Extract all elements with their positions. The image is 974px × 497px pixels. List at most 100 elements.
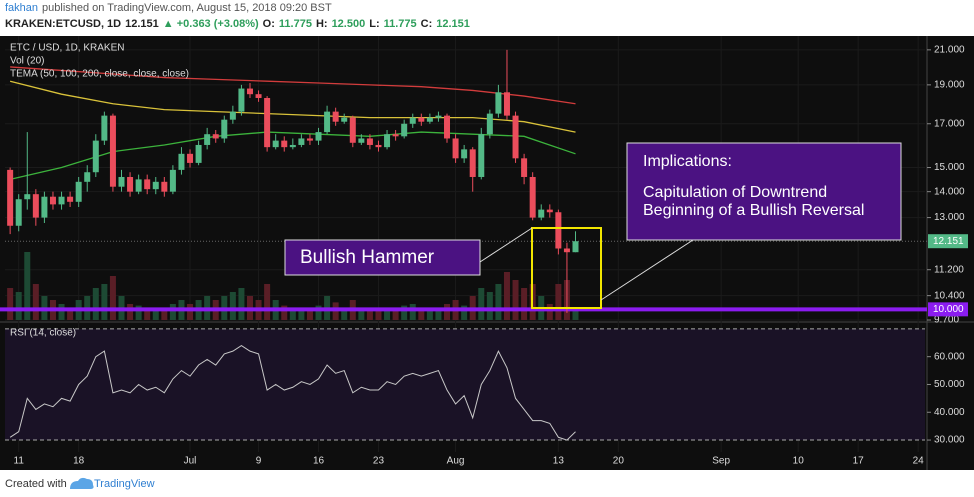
volume-bar xyxy=(486,292,493,320)
y-tick-label: 50.000 xyxy=(934,379,965,390)
header-segment: published on TradingView.com, August 15,… xyxy=(42,2,332,14)
volume-bar xyxy=(384,308,391,320)
header-segment: H: xyxy=(316,18,328,30)
header-segment: 12.500 xyxy=(332,18,366,30)
volume-bar xyxy=(7,288,14,320)
tema-line xyxy=(10,66,576,105)
volume-bar xyxy=(512,280,519,320)
volume-bar xyxy=(461,305,468,320)
candle-body xyxy=(41,196,48,218)
candle-body xyxy=(212,134,219,139)
volume-bar xyxy=(409,304,416,320)
header-segment: fakhan xyxy=(5,2,38,14)
candle-body xyxy=(24,194,31,200)
header-line-1: fakhan published on TradingView.com, Augu… xyxy=(5,2,332,14)
y-tick-label: 30.000 xyxy=(934,435,965,446)
y-tick-label: 21.000 xyxy=(934,44,965,55)
candle-body xyxy=(144,179,151,190)
footer-text: Created with xyxy=(5,478,67,490)
candle-body xyxy=(298,138,305,145)
candle-body xyxy=(572,241,579,253)
tema-legend: TEMA (50, 100, 200, close, close, close) xyxy=(10,69,189,80)
candle-body xyxy=(375,144,382,148)
rsi-line xyxy=(9,344,576,441)
volume-bar xyxy=(315,305,322,320)
y-tick-label: 10.400 xyxy=(934,290,965,301)
header-segment: 12.151 xyxy=(125,18,159,30)
candle-body xyxy=(289,144,296,148)
y-tick-label: 60.000 xyxy=(934,351,965,362)
x-tick-label: 11 xyxy=(14,456,25,467)
volume-bar xyxy=(152,308,159,320)
x-tick-label: 24 xyxy=(913,456,925,467)
candle-body xyxy=(358,138,365,143)
candle-body xyxy=(469,149,476,177)
candle-body xyxy=(204,134,211,145)
volume-bar xyxy=(289,308,296,320)
candle-body xyxy=(238,88,245,112)
volume-bar xyxy=(127,304,134,320)
candle-body xyxy=(349,117,356,143)
volume-bar xyxy=(67,308,74,320)
candle-body xyxy=(418,117,425,122)
candle-body xyxy=(444,115,451,139)
candle-body xyxy=(409,117,416,124)
volume-bar xyxy=(161,310,168,320)
candle-body xyxy=(512,115,519,159)
x-tick-label: 10 xyxy=(793,456,805,467)
candle-body xyxy=(306,138,313,141)
volume-bar xyxy=(238,288,245,320)
rsi-band xyxy=(5,328,925,441)
candle-body xyxy=(264,97,271,148)
candle-body xyxy=(255,94,262,98)
candle-body xyxy=(84,172,91,182)
brand-logo xyxy=(70,477,94,489)
candle-body xyxy=(563,248,570,253)
implications-line: Beginning of a Bullish Reversal xyxy=(643,202,864,219)
candle-body xyxy=(341,117,348,122)
brand-link[interactable]: TradingView xyxy=(94,478,155,490)
candle-body xyxy=(272,140,279,148)
candle-body xyxy=(32,194,39,218)
candle-body xyxy=(384,134,391,148)
volume-bar xyxy=(187,304,194,320)
candle-body xyxy=(426,117,433,122)
x-tick-label: 16 xyxy=(313,456,325,467)
y-tick-label: 40.000 xyxy=(934,407,965,418)
volume-bar xyxy=(478,288,485,320)
rsi-legend: RSI (14, close) xyxy=(10,328,76,339)
hammer-highlight xyxy=(531,227,602,309)
candle-body xyxy=(461,149,468,159)
candle-body xyxy=(538,209,545,218)
volume-bar xyxy=(24,252,31,320)
volume-bar xyxy=(366,310,373,320)
implications-line: Capitulation of Downtrend xyxy=(643,184,827,201)
x-tick-label: Sep xyxy=(712,456,730,467)
candle-body xyxy=(49,196,56,205)
x-tick-label: 18 xyxy=(73,456,85,467)
volume-bar xyxy=(92,288,99,320)
header-segment: C: xyxy=(421,18,433,30)
volume-bar xyxy=(375,310,382,320)
header-segment: 11.775 xyxy=(279,18,312,30)
candle-body xyxy=(152,181,159,190)
y-tick-label: 15.000 xyxy=(934,162,965,173)
candle-body xyxy=(7,169,14,226)
volume-bar xyxy=(169,304,176,320)
volume-bar xyxy=(229,292,236,320)
candle-body xyxy=(221,119,228,139)
y-tick-label: 9.700 xyxy=(934,315,959,326)
callout-line xyxy=(479,227,533,263)
volume-bar xyxy=(555,284,562,320)
callout-line xyxy=(600,239,694,301)
volume-bar xyxy=(503,272,510,320)
candle-body xyxy=(246,88,253,95)
hammer-box xyxy=(284,239,481,276)
tema-line xyxy=(9,80,576,133)
volume-bar xyxy=(418,308,425,320)
volume-bar xyxy=(15,292,22,320)
candle-body xyxy=(229,111,236,120)
volume-legend: Vol (20) xyxy=(10,56,44,67)
volume-bar xyxy=(444,304,451,320)
candle-body xyxy=(178,153,185,170)
